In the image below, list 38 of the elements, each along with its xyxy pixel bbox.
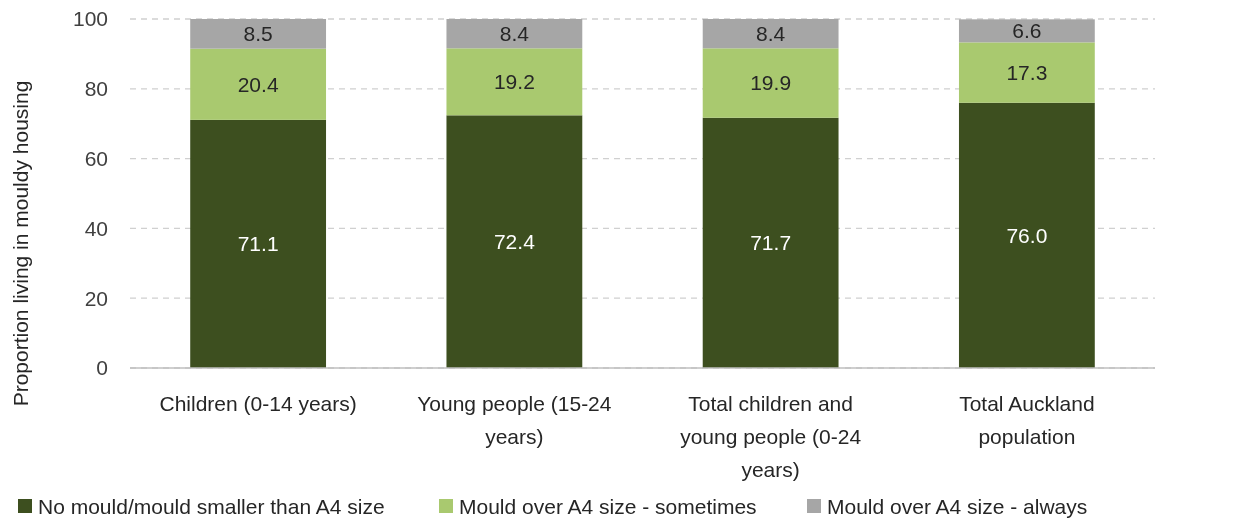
bar [190, 48, 327, 120]
bar [702, 19, 839, 49]
data-label: 6.6 [1012, 19, 1042, 43]
bar [958, 19, 1095, 43]
data-label: 19.9 [750, 71, 792, 95]
bar [702, 48, 839, 118]
y-tick-label: 60 [84, 146, 108, 170]
bar [190, 119, 327, 368]
x-tick-label: Young people (15-24 years) [417, 392, 612, 449]
bar [190, 19, 327, 49]
bar [958, 102, 1095, 368]
bar [446, 115, 583, 368]
y-tick-label: 0 [96, 356, 108, 380]
data-label: 19.2 [493, 70, 535, 94]
y-axis-title: Proportion living in mouldy housing [9, 80, 32, 407]
bar [446, 48, 583, 116]
data-label: 71.1 [237, 232, 279, 256]
data-label: 17.3 [1006, 60, 1048, 84]
data-label: 8.4 [499, 22, 530, 46]
y-tick-label: 80 [84, 77, 108, 101]
x-tick-label: Total Auckland population [959, 392, 1095, 449]
data-label: 72.4 [493, 230, 536, 254]
bar [702, 117, 839, 368]
y-tick-label: 40 [84, 216, 108, 240]
bar [958, 42, 1095, 103]
data-label: 20.4 [237, 72, 279, 96]
y-tick-label: 100 [72, 7, 108, 31]
data-label: 76.0 [1006, 223, 1048, 247]
legend-label: Mould over A4 size - always [827, 495, 1088, 519]
bar [446, 19, 583, 49]
x-tick-label: Children (0-14 years) [159, 392, 357, 416]
legend-label: No mould/mould smaller than A4 size [38, 495, 385, 519]
legend-label: Mould over A4 size - sometimes [459, 495, 757, 519]
data-label: 8.4 [756, 22, 786, 46]
data-label: 8.5 [243, 22, 273, 46]
x-tick-label: Total children and young people (0-24 years) [680, 392, 862, 482]
y-tick-label: 20 [84, 286, 108, 310]
data-label: 71.7 [750, 231, 792, 255]
